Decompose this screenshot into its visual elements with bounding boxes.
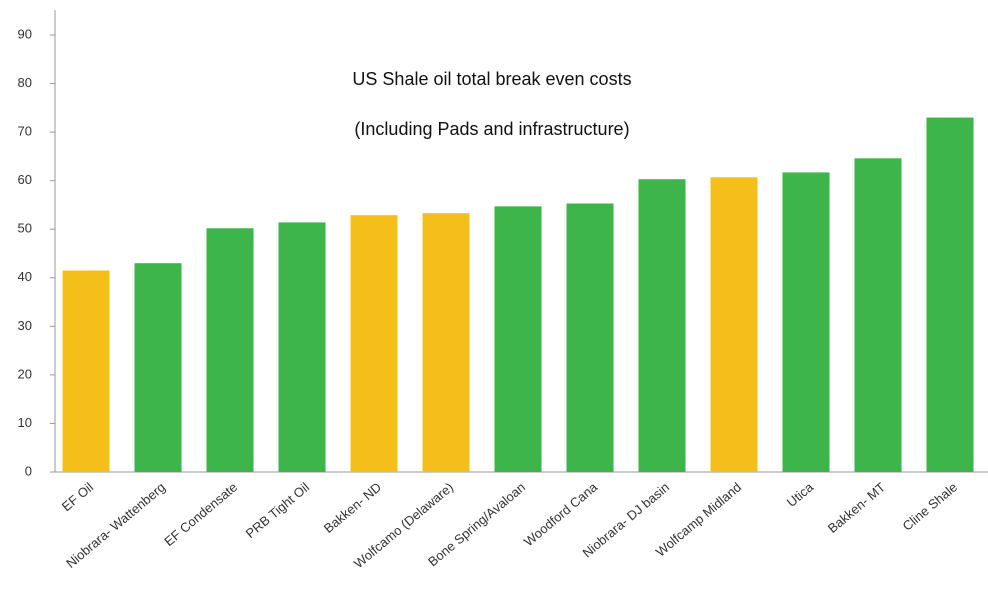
bar — [710, 177, 758, 473]
bar — [638, 179, 686, 472]
x-tick-label: PRB Tight Oil — [243, 479, 312, 541]
x-tick-label: Bakken- ND — [321, 479, 384, 536]
x-tick-label: EF Oil — [59, 479, 96, 514]
bar — [206, 228, 254, 472]
y-tick-label: 90 — [18, 26, 32, 41]
bar — [62, 270, 110, 472]
annotation: (Including Pads and infrastructure) — [354, 119, 629, 139]
bar — [782, 172, 830, 472]
annotation: US Shale oil total break even costs — [352, 69, 631, 89]
y-tick-label: 50 — [18, 221, 32, 236]
x-tick-label: Bakken- MT — [825, 479, 888, 536]
bar — [134, 263, 182, 472]
y-tick-label: 30 — [18, 318, 32, 333]
bar — [494, 206, 542, 472]
bar — [422, 213, 470, 472]
x-tick-label: EF Condensate — [161, 479, 240, 549]
x-tick-label: Woodford Cana — [521, 479, 601, 549]
y-tick-label: 80 — [18, 75, 32, 90]
y-tick-label: 70 — [18, 124, 32, 139]
bar — [854, 158, 902, 472]
y-tick-label: 10 — [18, 415, 32, 430]
x-tick-label: Utica — [784, 479, 817, 510]
bar — [926, 117, 974, 473]
y-tick-label: 0 — [25, 463, 32, 478]
bar — [566, 203, 614, 472]
y-tick-label: 40 — [18, 269, 32, 284]
x-tick-label: Cline Shale — [900, 479, 961, 533]
y-tick-label: 60 — [18, 172, 32, 187]
bar — [278, 222, 326, 472]
bar — [350, 215, 398, 472]
y-tick-label: 20 — [18, 366, 32, 381]
